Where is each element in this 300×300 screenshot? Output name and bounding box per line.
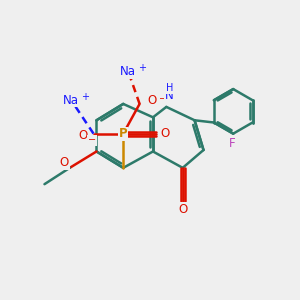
Text: H: H (166, 83, 174, 94)
Text: +: + (138, 63, 146, 73)
Text: Na: Na (63, 94, 79, 106)
Text: −: − (88, 135, 96, 145)
Text: +: + (81, 92, 89, 101)
Text: −: − (159, 94, 167, 103)
Text: F: F (228, 137, 235, 150)
Text: N: N (165, 89, 174, 102)
Text: Na: Na (120, 65, 136, 78)
Text: O: O (161, 127, 170, 140)
Text: P: P (119, 127, 128, 140)
Text: O: O (179, 203, 188, 216)
Text: O: O (79, 129, 88, 142)
Text: O: O (60, 156, 69, 169)
Text: O: O (148, 94, 157, 107)
